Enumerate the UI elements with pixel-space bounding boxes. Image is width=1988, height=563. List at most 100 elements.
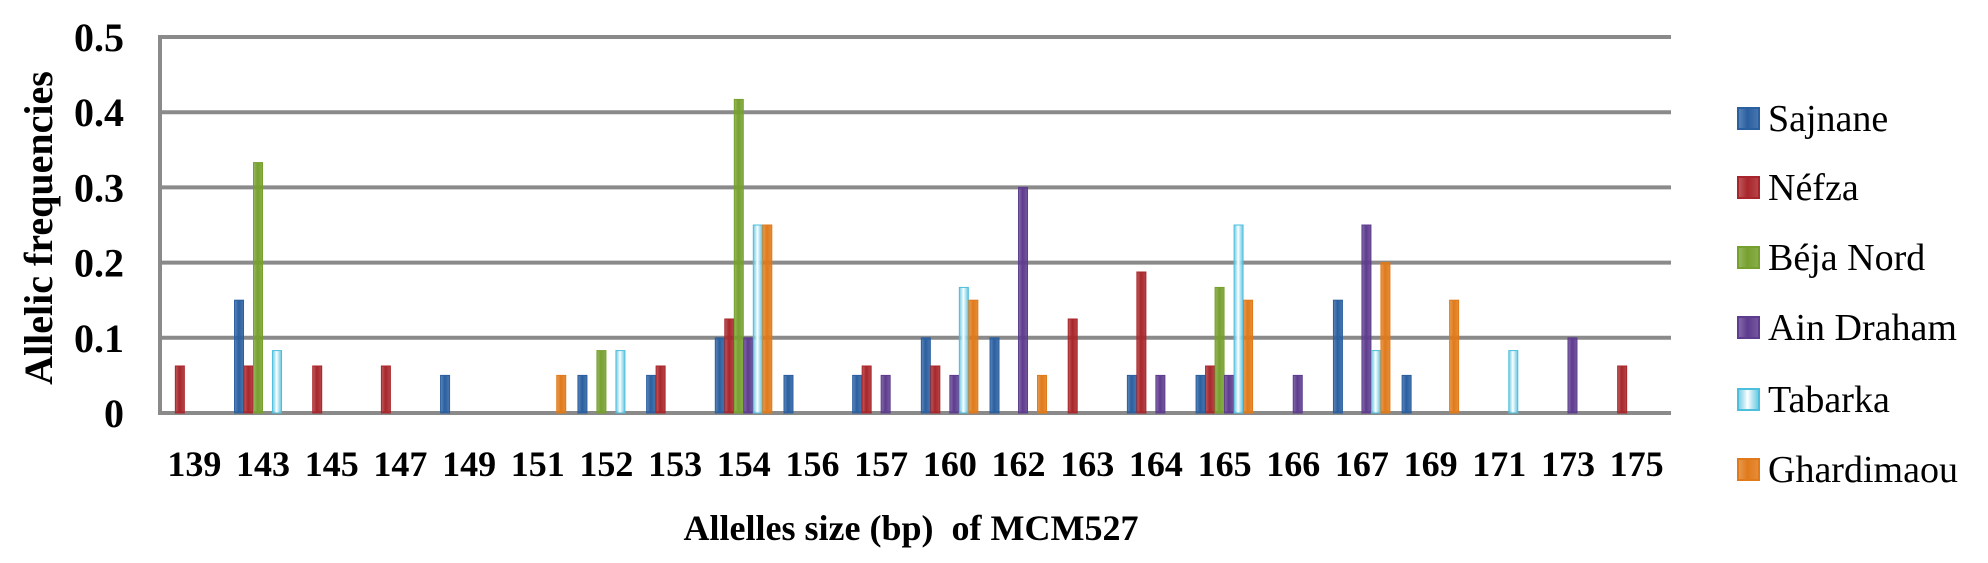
bar-ghardimaou-165 (1243, 299, 1254, 414)
bar-ain-draham-160 (949, 374, 960, 414)
legend-label: Tabarka (1768, 379, 1890, 421)
bar-sajnane-143 (234, 299, 245, 414)
x-tick-label: 163 (1060, 444, 1114, 484)
x-tick-label: 173 (1541, 444, 1595, 484)
bar-ghardimaou-160 (968, 299, 979, 414)
bar-sajnane-160 (920, 337, 931, 414)
bar-b-ja-nord-165 (1214, 286, 1225, 414)
bar-sajnane-162 (989, 337, 1000, 414)
y-tick-label: 0 (104, 391, 124, 436)
legend-swatch (1737, 458, 1760, 481)
legend-swatch (1737, 316, 1760, 339)
x-tick-label: 175 (1610, 444, 1664, 484)
x-tick-label: 157 (854, 444, 908, 484)
x-tick-label: 139 (167, 444, 221, 484)
bar-ghardimaou-167 (1380, 262, 1391, 414)
bar-sajnane-165 (1195, 374, 1206, 414)
y-axis-title: Allelic frequencies (16, 71, 61, 385)
bar-sajnane-164 (1126, 374, 1137, 414)
x-tick-label: 151 (511, 444, 565, 484)
bar-sajnane-154 (714, 337, 725, 414)
bar-ain-draham-166 (1292, 374, 1303, 414)
bar-ghardimaou-162 (1037, 374, 1048, 414)
bar-ain-draham-154 (743, 337, 754, 414)
bar-ain-draham-167 (1361, 224, 1372, 414)
legend-swatch (1737, 176, 1760, 199)
bar-tabarka-165 (1233, 224, 1244, 414)
x-tick-label: 147 (373, 444, 427, 484)
bar-n-fza-165 (1205, 365, 1216, 414)
bar-sajnane-152 (577, 374, 588, 414)
x-tick-label: 154 (717, 444, 771, 484)
bar-n-fza-147 (380, 365, 391, 414)
bar-n-fza-153 (655, 365, 666, 414)
bar-b-ja-nord-152 (596, 350, 607, 414)
bar-sajnane-156 (783, 374, 794, 414)
bar-ain-draham-165 (1224, 374, 1235, 414)
legend-label: Néfza (1768, 167, 1859, 209)
bar-n-fza-143 (243, 365, 254, 414)
bar-sajnane-167 (1332, 299, 1343, 414)
bar-sajnane-157 (852, 374, 863, 414)
bar-n-fza-160 (930, 365, 941, 414)
bar-sajnane-169 (1401, 374, 1412, 414)
legend: Sajnane Néfza Béja Nord Ain Draham Tabarka Gh… (1737, 98, 1958, 491)
bar-ghardimaou-151 (556, 374, 567, 414)
bar-ain-draham-173 (1567, 337, 1578, 414)
bar-n-fza-154 (724, 318, 735, 414)
gridlines (158, 35, 1671, 415)
x-tick-label: 153 (648, 444, 702, 484)
bar-tabarka-154 (752, 224, 763, 414)
bar-n-fza-175 (1617, 365, 1628, 414)
bar-n-fza-164 (1136, 271, 1147, 414)
bar-n-fza-145 (312, 365, 323, 414)
bar-sajnane-153 (646, 374, 657, 414)
y-tick-label: 0.4 (74, 90, 124, 135)
x-tick-label: 164 (1129, 444, 1183, 484)
bar-ain-draham-157 (880, 374, 891, 414)
x-tick-label: 171 (1472, 444, 1526, 484)
bar-ghardimaou-169 (1449, 299, 1460, 414)
bar-tabarka-160 (958, 286, 969, 414)
legend-swatch (1737, 107, 1760, 130)
bar-ain-draham-164 (1155, 374, 1166, 414)
legend-label: Béja Nord (1768, 237, 1925, 279)
bar-n-fza-139 (174, 365, 185, 414)
bar-b-ja-nord-154 (733, 98, 744, 414)
bar-sajnane-149 (440, 374, 451, 414)
legend-swatch (1737, 246, 1760, 269)
x-tick-label: 143 (236, 444, 290, 484)
y-tick-labels: 0 0.1 0.2 0.3 0.4 0.5 (74, 15, 124, 436)
bar-tabarka-171 (1508, 350, 1519, 414)
legend-label: Ain Draham (1768, 307, 1957, 349)
bar-n-fza-157 (861, 365, 872, 414)
bar-n-fza-163 (1067, 318, 1078, 414)
legend-label: Ghardimaou (1768, 449, 1958, 491)
legend-label: Sajnane (1768, 98, 1888, 140)
y-tick-label: 0.5 (74, 15, 124, 60)
x-tick-label: 152 (579, 444, 633, 484)
x-tick-label: 166 (1266, 444, 1320, 484)
y-tick-label: 0.1 (74, 316, 124, 361)
x-tick-label: 167 (1335, 444, 1389, 484)
x-tick-labels: 139 143 145 147 149 151 152 153 154 156 157 160 162 1… (167, 444, 1663, 484)
x-axis-title: Allelles size (bp) of MCM527 (684, 508, 1139, 548)
y-tick-label: 0.3 (74, 165, 124, 210)
y-tick-label: 0.2 (74, 241, 124, 286)
x-tick-label: 165 (1198, 444, 1252, 484)
x-tick-label: 162 (992, 444, 1046, 484)
bar-tabarka-152 (615, 350, 626, 414)
bar-ghardimaou-154 (762, 224, 773, 414)
legend-swatch (1737, 388, 1760, 411)
x-tick-label: 145 (305, 444, 359, 484)
bars (174, 98, 1628, 414)
bar-tabarka-143 (272, 350, 283, 414)
x-tick-label: 160 (923, 444, 977, 484)
x-tick-label: 149 (442, 444, 496, 484)
x-tick-label: 156 (785, 444, 839, 484)
x-tick-label: 169 (1404, 444, 1458, 484)
bar-tabarka-167 (1370, 350, 1381, 414)
bar-ain-draham-162 (1018, 186, 1029, 414)
bar-b-ja-nord-143 (253, 162, 264, 414)
